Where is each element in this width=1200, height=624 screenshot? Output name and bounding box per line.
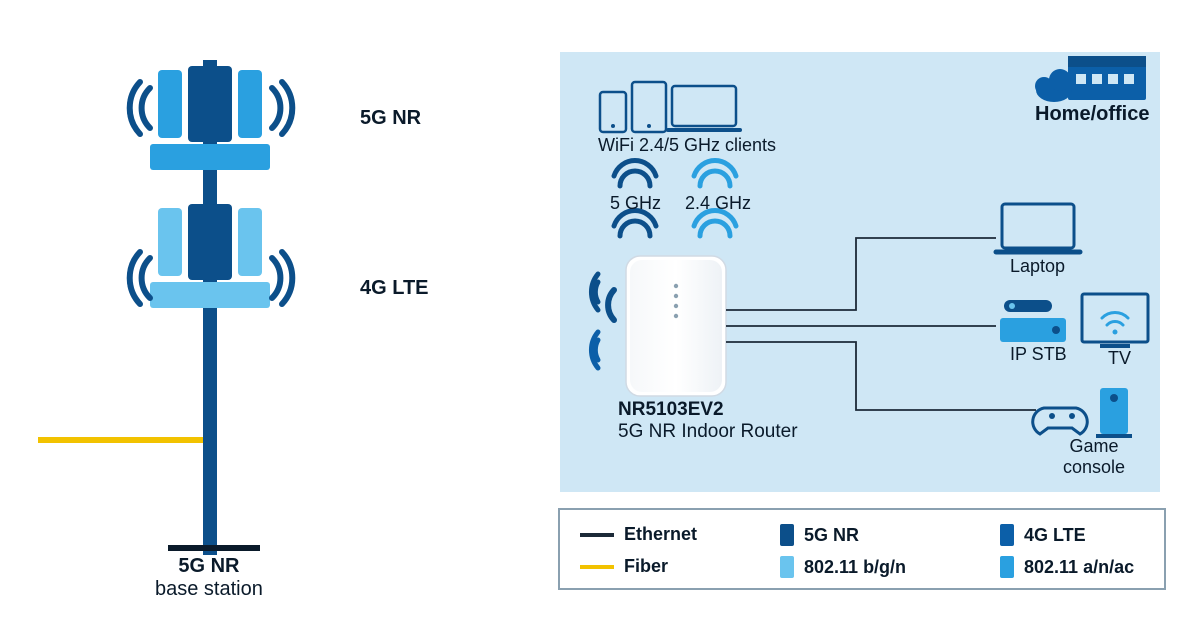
ipstb-label: IP STB	[1010, 344, 1067, 365]
game-console-label: Game console	[1063, 436, 1125, 478]
wifi-clients-icons	[600, 82, 740, 132]
legend-swatch	[780, 556, 794, 578]
legend-item: 4G LTE	[1000, 524, 1086, 546]
tv-label: TV	[1108, 348, 1131, 369]
router-cellular-signal-icon	[591, 274, 614, 368]
legend-label: 802.11 a/n/ac	[1024, 557, 1134, 578]
legend-item: Fiber	[580, 556, 668, 577]
home-office-icon	[1035, 56, 1146, 102]
legend-item: 802.11 b/g/n	[780, 556, 906, 578]
legend-item: Ethernet	[580, 524, 697, 545]
legend-swatch	[780, 524, 794, 546]
legend-label: Fiber	[624, 556, 668, 577]
legend-label: 5G NR	[804, 525, 859, 546]
legend-swatch	[1000, 524, 1014, 546]
home-office-label: Home/office	[1035, 103, 1149, 126]
legend-swatch	[1000, 556, 1014, 578]
wifi-clients-caption: WiFi 2.4/5 GHz clients	[598, 135, 776, 156]
ipstb-icon	[1000, 300, 1066, 342]
legend-label: 4G LTE	[1024, 525, 1086, 546]
router-icon	[626, 256, 726, 396]
legend-label: 802.11 b/g/n	[804, 557, 906, 578]
router-label: NR5103EV2 5G NR Indoor Router	[618, 399, 798, 443]
legend-item: 5G NR	[780, 524, 859, 546]
legend-swatch	[580, 565, 614, 569]
legend-swatch	[580, 533, 614, 537]
laptop-label: Laptop	[1010, 256, 1065, 277]
tv-icon	[1082, 294, 1148, 346]
game-console-icon	[1033, 388, 1132, 436]
legend-item: 802.11 a/n/ac	[1000, 556, 1134, 578]
wifi-24ghz-label: 2.4 GHz	[685, 193, 751, 214]
laptop-icon	[996, 204, 1080, 252]
ethernet-lines	[726, 238, 1036, 410]
legend-label: Ethernet	[624, 524, 697, 545]
wifi-5ghz-label: 5 GHz	[610, 193, 661, 214]
